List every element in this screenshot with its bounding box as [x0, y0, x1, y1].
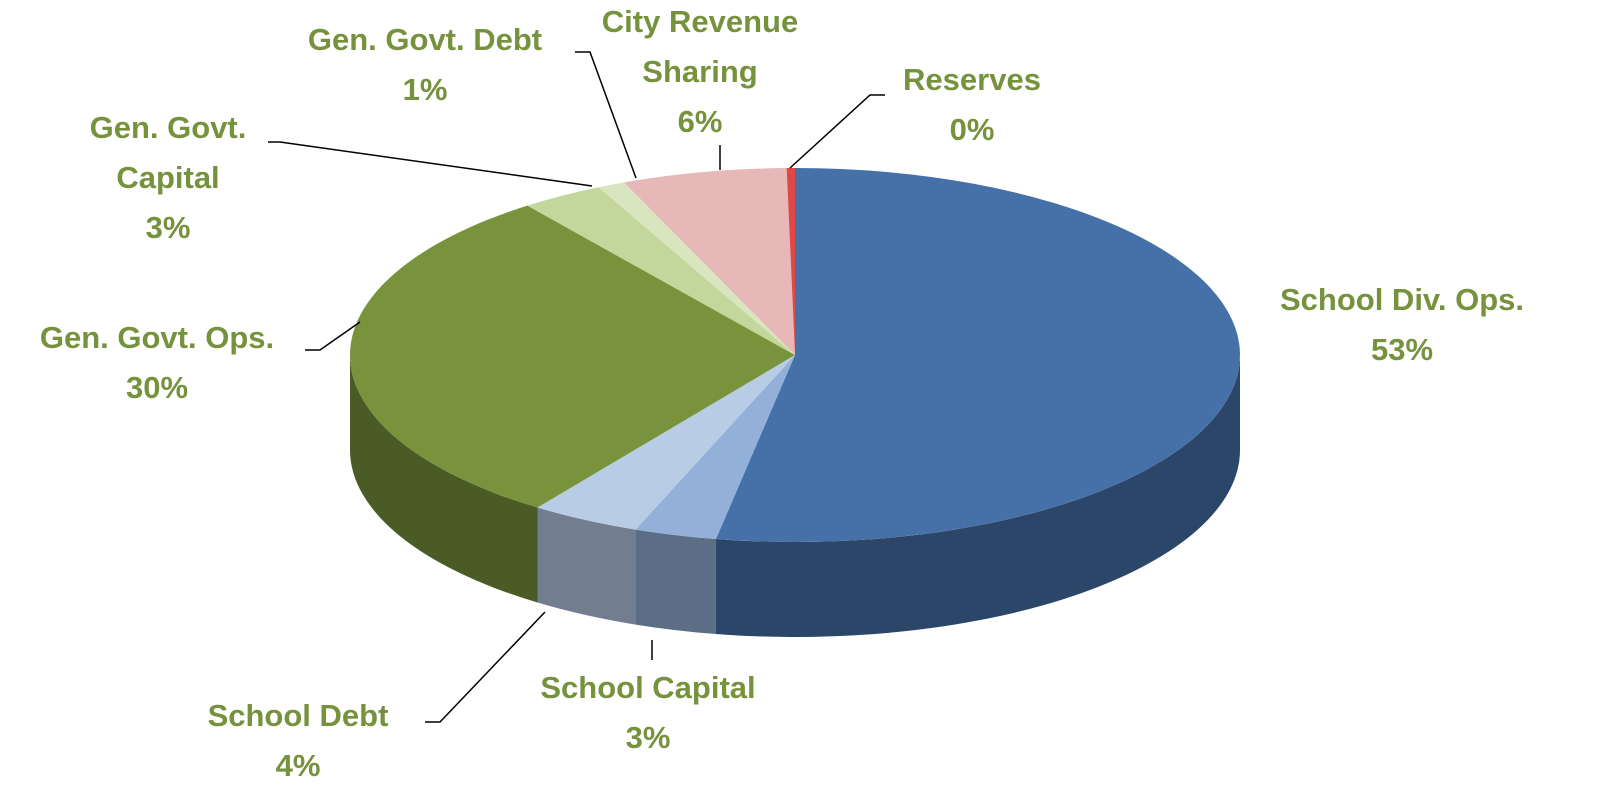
- slice-label: Reserves 0%: [862, 55, 1082, 155]
- slice-label: School Capital 3%: [498, 663, 798, 763]
- value-label: 3%: [625, 720, 671, 755]
- slice-side: [537, 507, 636, 625]
- slice-label: School Debt 4%: [158, 691, 438, 791]
- value-label: 30%: [125, 370, 189, 405]
- category-label: School Div. Ops.: [1279, 282, 1525, 317]
- slice-label: School Div. Ops. 53%: [1232, 275, 1572, 375]
- slice: [715, 168, 1241, 542]
- slice: [537, 355, 795, 530]
- slice-label: Gen. Govt. Ops. 30%: [0, 313, 317, 413]
- slice-label: Gen. Govt. Debt 1%: [265, 15, 585, 115]
- slice-side: [350, 355, 538, 603]
- leader-line: [789, 94, 885, 169]
- leader-line: [575, 51, 637, 179]
- category-label: Gen. Govt. Debt: [307, 22, 543, 57]
- slice: [623, 168, 795, 355]
- value-label: 1%: [402, 72, 448, 107]
- slice: [635, 355, 795, 540]
- category-label: School Debt: [207, 698, 389, 733]
- slice: [598, 182, 795, 355]
- slice-label: Gen. Govt. Capital 3%: [58, 103, 278, 253]
- value-label: 6%: [677, 104, 723, 139]
- value-label: 53%: [1370, 332, 1434, 367]
- slice-side: [635, 529, 716, 635]
- value-label: 0%: [949, 112, 995, 147]
- slice: [527, 187, 795, 355]
- category-label: City Revenue Sharing: [601, 4, 799, 89]
- slice: [786, 168, 795, 355]
- leader-line: [425, 611, 546, 723]
- category-label: School Capital: [540, 670, 756, 705]
- leader-line: [268, 141, 593, 187]
- slice: [349, 205, 795, 508]
- value-label: 3%: [145, 210, 191, 245]
- category-label: Gen. Govt. Ops.: [39, 320, 275, 355]
- slice-label: City Revenue Sharing 6%: [570, 0, 830, 147]
- value-label: 4%: [275, 748, 321, 783]
- category-label: Gen. Govt. Capital: [89, 110, 247, 195]
- category-label: Reserves: [903, 62, 1041, 97]
- leader-line: [305, 321, 361, 351]
- slice-side: [715, 355, 1241, 637]
